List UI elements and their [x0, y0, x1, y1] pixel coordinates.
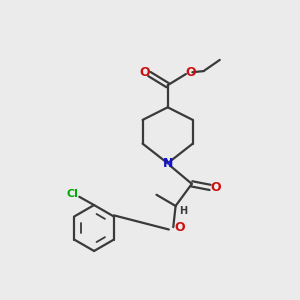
Text: Cl: Cl [67, 190, 79, 200]
Text: H: H [179, 206, 187, 216]
Text: O: O [140, 66, 150, 79]
Text: O: O [174, 221, 185, 234]
Text: O: O [211, 181, 221, 194]
Text: N: N [163, 157, 173, 170]
Text: O: O [185, 66, 196, 79]
